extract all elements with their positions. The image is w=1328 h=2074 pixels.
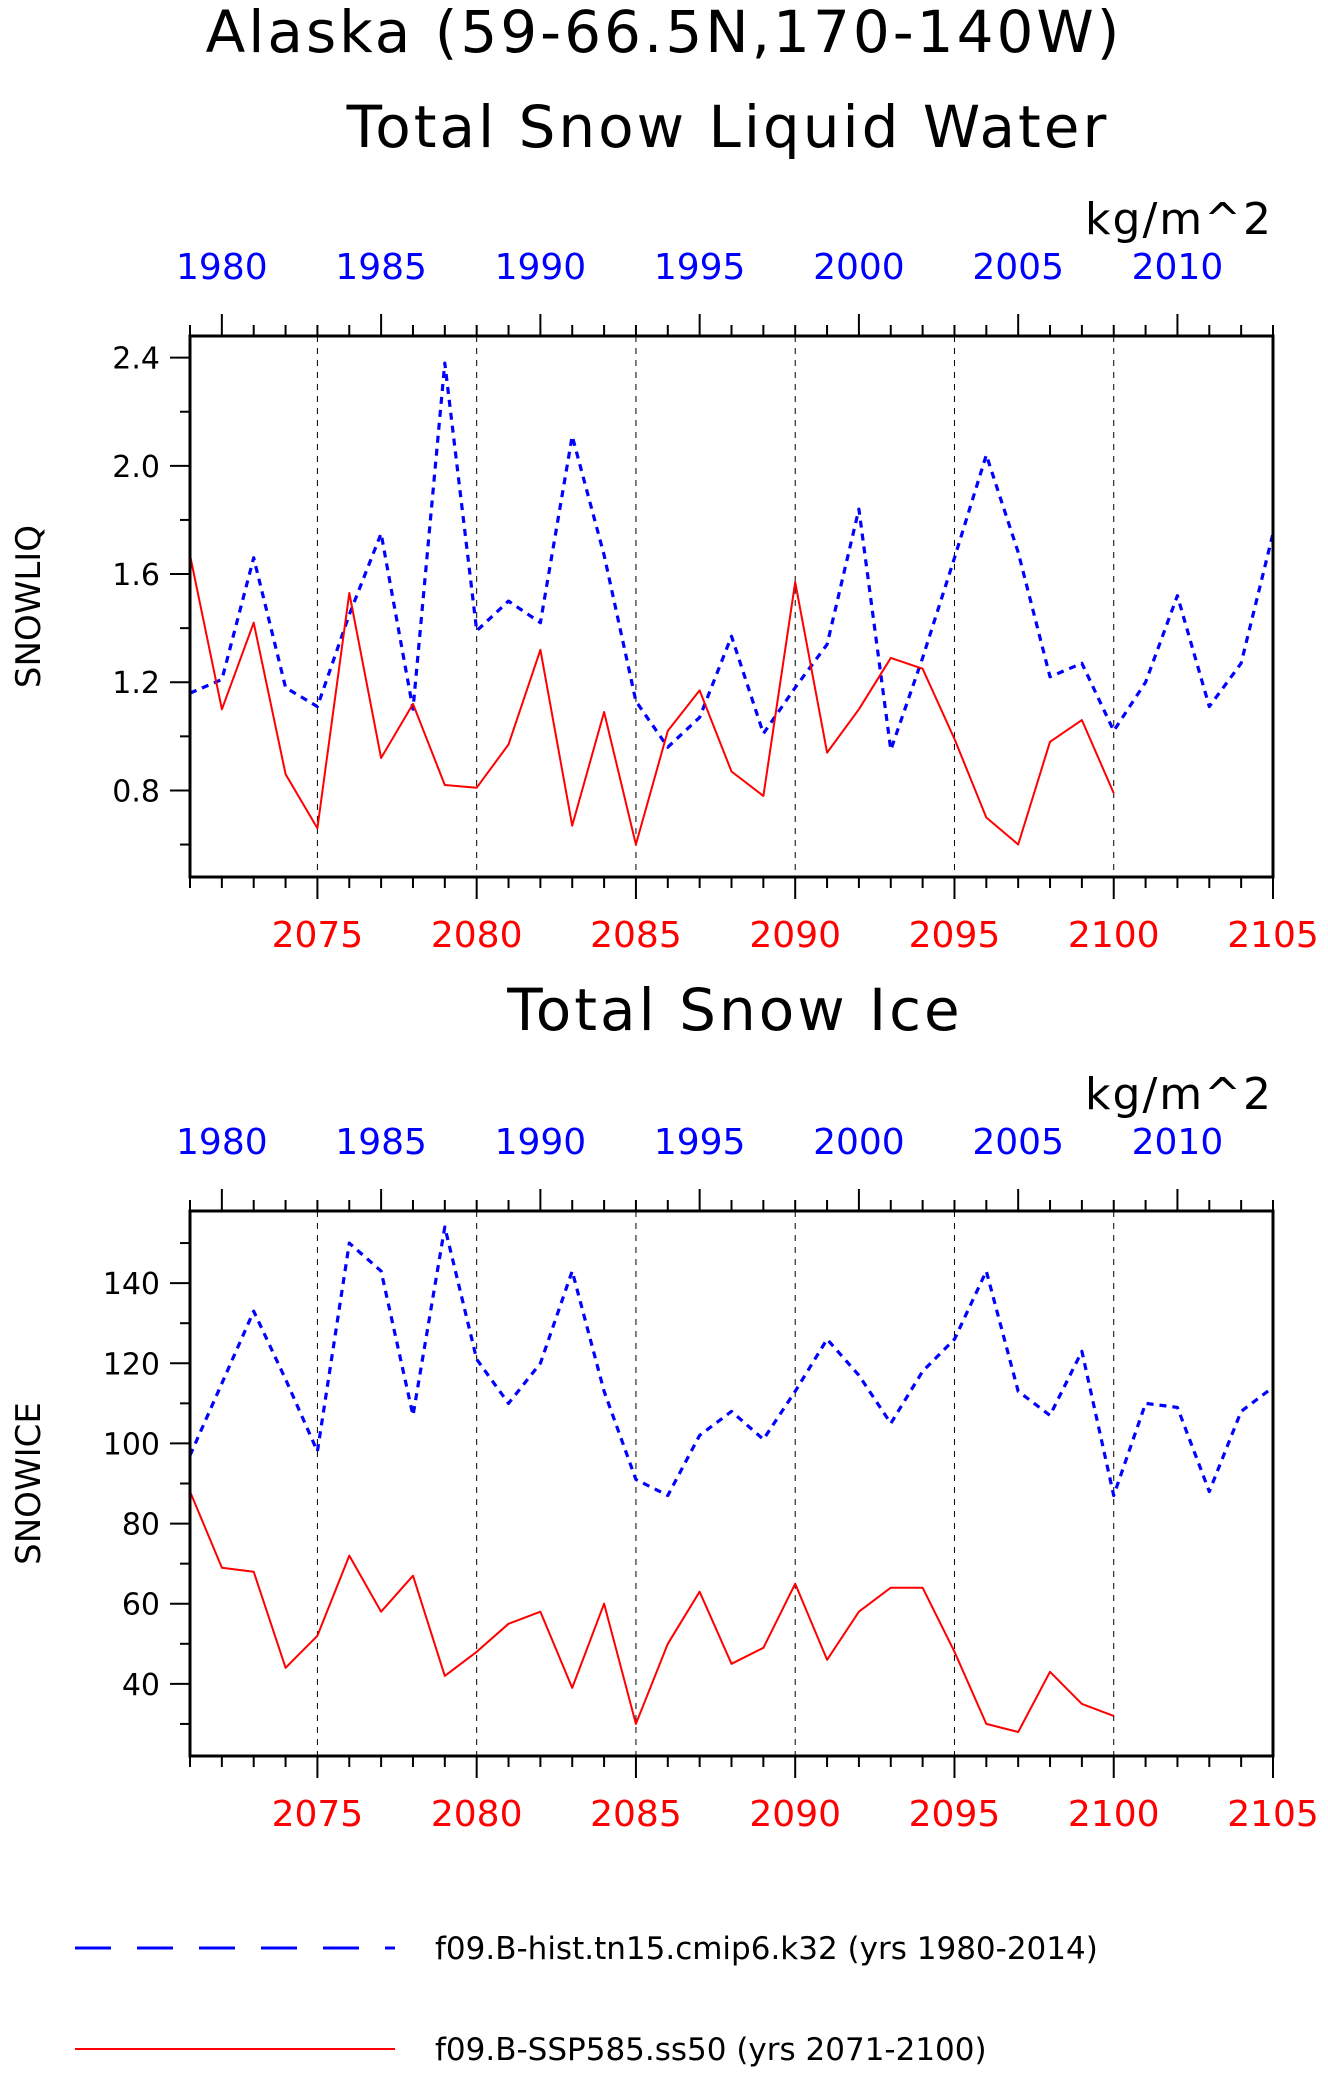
units-label: kg/m^2 [1085, 194, 1273, 245]
y-axis-label: SNOWLIQ [9, 525, 49, 688]
x-top-tick-label: 2005 [972, 1122, 1064, 1163]
x-bottom-tick-label: 2100 [1068, 915, 1160, 956]
x-top-tick-label: 1990 [495, 1122, 587, 1163]
figure-title-line1: Alaska (59-66.5N,170-140W) [206, 0, 1123, 66]
series-line-ssp [189, 554, 1115, 846]
y-tick-label: 2.0 [112, 450, 160, 485]
x-bottom-tick-label: 2085 [590, 915, 682, 956]
x-bottom-tick-label: 2075 [272, 1794, 364, 1835]
plot-frame [188, 334, 1275, 879]
panel2-title: Total Snow Ice [506, 976, 963, 1044]
x-bottom-tick-label: 2095 [909, 1794, 1001, 1835]
x-bottom-tick-label: 2090 [749, 1794, 841, 1835]
y-tick-label: 60 [122, 1588, 160, 1623]
plot-frame [188, 1209, 1275, 1758]
y-axis-label: SNOWICE [9, 1402, 49, 1565]
y-tick-label: 80 [122, 1508, 160, 1543]
x-top-tick-label: 1980 [176, 1122, 268, 1163]
panel-snow-ice: 40 60 80 100 120 140 SNOWICE 2075 2080 2085 2090 20… [9, 1069, 1319, 1835]
x-bottom-tick-label: 2080 [431, 1794, 523, 1835]
legend-hist-label: f09.B-hist.tn15.cmip6.k32 (yrs 1980-2014… [435, 1931, 1098, 1967]
y-tick-label: 140 [103, 1267, 160, 1302]
legend-ssp-label: f09.B-SSP585.ss50 (yrs 2071-2100) [435, 2032, 987, 2068]
x-bottom-tick-label: 2105 [1227, 1794, 1319, 1835]
y-tick-label: 1.6 [112, 558, 160, 593]
series-line-hist [189, 361, 1275, 752]
series-line-hist [188, 1225, 1274, 1498]
series-line-ssp [189, 1491, 1115, 1733]
x-bottom-tick-label: 2105 [1227, 915, 1319, 956]
x-top-tick-label: 2000 [813, 247, 905, 288]
y-tick-label: 40 [122, 1668, 160, 1703]
y-tick-label: 100 [103, 1427, 160, 1462]
x-bottom-tick-label: 2095 [909, 915, 1001, 956]
y-tick-label: 1.2 [112, 666, 160, 701]
x-top-tick-label: 2005 [972, 247, 1064, 288]
panel-snow-liquid-water: 0.8 1.2 1.6 2.0 2.4 SNOWLIQ 2075 2080 2085 2090 20… [9, 194, 1319, 956]
x-top-tick-label: 1980 [176, 247, 268, 288]
units-label: kg/m^2 [1085, 1069, 1273, 1120]
y-tick-label: 2.4 [112, 342, 160, 377]
x-top-tick-label: 1990 [495, 247, 587, 288]
x-bottom-tick-label: 2080 [431, 915, 523, 956]
x-top-tick-label: 1995 [654, 247, 746, 288]
x-top-tick-label: 2010 [1132, 247, 1224, 288]
x-top-tick-label: 1985 [335, 247, 427, 288]
x-top-tick-label: 1995 [654, 1122, 746, 1163]
x-bottom-tick-label: 2100 [1068, 1794, 1160, 1835]
x-top-tick-label: 2000 [813, 1122, 905, 1163]
x-top-tick-label: 2010 [1132, 1122, 1224, 1163]
x-bottom-tick-label: 2075 [272, 915, 364, 956]
legend: f09.B-hist.tn15.cmip6.k32 (yrs 1980-2014… [75, 1931, 1098, 2068]
y-tick-label: 120 [103, 1347, 160, 1382]
y-tick-label: 0.8 [112, 774, 160, 809]
x-top-tick-label: 1985 [335, 1122, 427, 1163]
x-bottom-tick-label: 2090 [749, 915, 841, 956]
x-bottom-tick-label: 2085 [590, 1794, 682, 1835]
figure-title-line2: Total Snow Liquid Water [346, 93, 1110, 161]
